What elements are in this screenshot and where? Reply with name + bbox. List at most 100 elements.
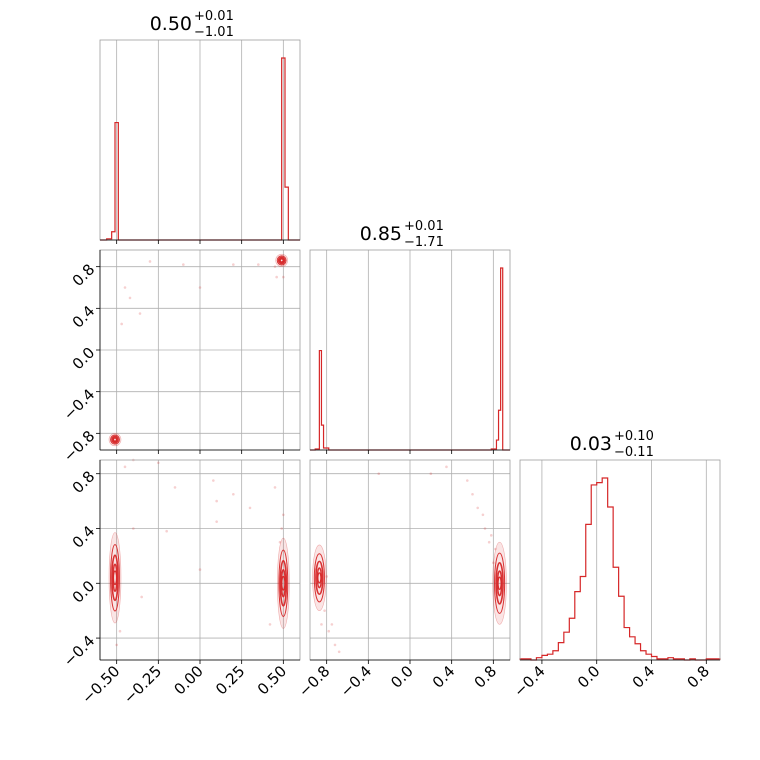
param-title-plus: +0.01 xyxy=(194,9,234,24)
scatter-point xyxy=(232,492,235,496)
y-tick-label: 0.0 xyxy=(69,344,99,374)
scatter-point xyxy=(483,527,487,530)
x-tick-label: 0.50 xyxy=(254,662,290,698)
y-tick-label: 0.4 xyxy=(69,302,99,332)
density-contour xyxy=(111,554,119,602)
scatter-point xyxy=(212,479,215,482)
scatter-point xyxy=(182,263,185,266)
scatter-point xyxy=(471,492,474,496)
y-tick-label: 0.0 xyxy=(69,577,99,607)
density-contour xyxy=(313,553,325,603)
scatter-point xyxy=(275,275,278,279)
x-tick-label: 0.00 xyxy=(170,662,206,698)
histogram-step-line xyxy=(519,477,721,661)
x-tick-label: −0.50 xyxy=(78,662,123,707)
scatter-point xyxy=(330,623,334,626)
scatter-point xyxy=(215,520,218,523)
scatter-point xyxy=(273,265,277,268)
scatter-point xyxy=(333,643,337,647)
density-contour xyxy=(110,434,120,445)
density-contour xyxy=(110,544,120,612)
scatter-point xyxy=(489,534,493,537)
scatter-point xyxy=(215,499,218,503)
scatter-point xyxy=(120,322,123,326)
scatter-point xyxy=(165,529,168,533)
density-contour xyxy=(111,435,119,444)
scatter-point xyxy=(492,561,495,565)
x-tick-label: 0.4 xyxy=(629,662,659,692)
scatter-point xyxy=(282,513,285,517)
density-contour xyxy=(495,561,504,605)
scatter-point xyxy=(138,312,142,315)
scatter-point xyxy=(282,275,285,279)
y-tick-label: 0.8 xyxy=(69,260,99,290)
y-tick-label: 0.4 xyxy=(69,522,99,552)
param-title-plus: +0.01 xyxy=(404,219,444,234)
scatter-point xyxy=(132,527,135,530)
scatter-point xyxy=(273,486,277,489)
density-contour xyxy=(276,255,287,266)
scatter-point xyxy=(268,623,272,626)
scatter-point xyxy=(128,296,132,300)
density-contour xyxy=(281,575,286,591)
x-tick-label: −0.4 xyxy=(510,662,548,700)
x-tick-label: 0.4 xyxy=(429,662,459,692)
scatter-point xyxy=(118,629,122,633)
scatter-point xyxy=(123,465,127,469)
x-tick-label: 0.0 xyxy=(574,662,604,692)
scatter-point xyxy=(445,465,448,469)
scatter-point xyxy=(377,472,381,475)
scatter-point xyxy=(323,609,326,612)
scatter-point xyxy=(123,286,127,289)
scatter-point xyxy=(157,461,160,465)
x-tick-label: 0.8 xyxy=(684,662,714,692)
scatter-point xyxy=(487,540,491,544)
y-tick-label: −0.4 xyxy=(60,632,98,670)
scatter-point xyxy=(248,506,252,510)
density-contour xyxy=(315,560,324,596)
param-title-plus: +0.10 xyxy=(614,429,654,444)
scatter-point xyxy=(320,623,323,626)
density-contour xyxy=(278,549,289,617)
param-title-value: 0.85 xyxy=(360,223,402,245)
density-contour xyxy=(497,576,502,591)
scatter-point xyxy=(465,479,469,482)
x-tick-label: −0.4 xyxy=(337,662,375,700)
x-tick-label: 0.8 xyxy=(471,662,501,692)
scatter-point xyxy=(232,263,235,266)
scatter-point xyxy=(327,629,331,633)
scatter-point xyxy=(280,527,283,530)
scatter-point xyxy=(198,568,202,571)
density-contour xyxy=(279,559,288,607)
density-contour xyxy=(317,572,322,584)
param-title-value: 0.50 xyxy=(150,13,192,35)
density-contour xyxy=(112,570,118,586)
scatter-point xyxy=(115,643,118,647)
param-title-minus: −1.71 xyxy=(404,235,444,250)
density-contour xyxy=(494,552,506,614)
scatter-point xyxy=(173,486,177,489)
scatter-point xyxy=(148,260,152,263)
density-contour xyxy=(112,437,118,442)
scatter-point xyxy=(140,595,143,599)
x-tick-label: −0.8 xyxy=(295,662,333,700)
x-tick-label: 0.25 xyxy=(212,662,248,698)
y-tick-label: 0.8 xyxy=(69,467,99,497)
scatter-point xyxy=(494,547,497,551)
scatter-point xyxy=(257,263,260,266)
x-tick-label: −0.25 xyxy=(120,662,165,707)
x-tick-label: 0.0 xyxy=(387,662,417,692)
y-tick-label: −0.8 xyxy=(60,427,98,465)
scatter-point xyxy=(337,650,341,654)
param-title-minus: −0.11 xyxy=(614,445,654,460)
param-title-value: 0.03 xyxy=(570,433,612,455)
scatter-point xyxy=(325,575,328,578)
scatter-point xyxy=(476,506,480,510)
scatter-point xyxy=(429,472,433,475)
scatter-point xyxy=(481,513,485,517)
scatter-point xyxy=(278,540,282,544)
panel-frame xyxy=(519,459,721,661)
density-contour xyxy=(279,258,284,263)
param-title-minus: −1.01 xyxy=(194,25,234,40)
